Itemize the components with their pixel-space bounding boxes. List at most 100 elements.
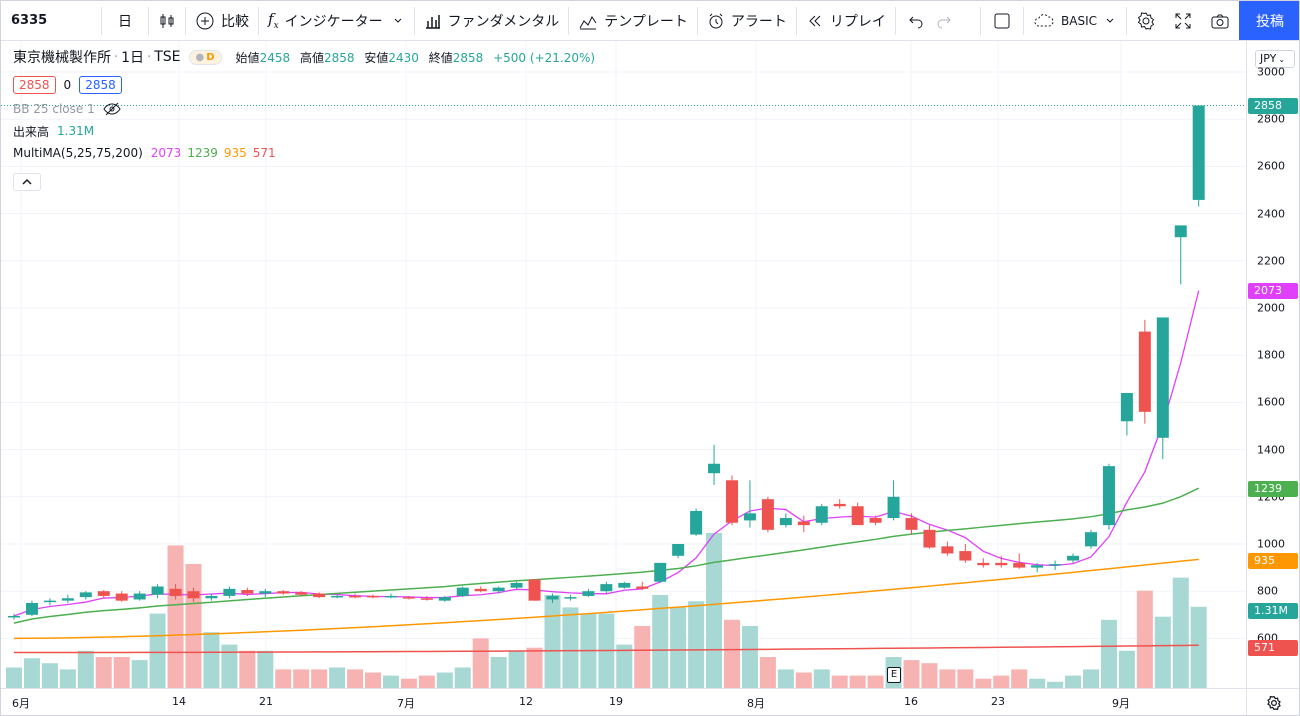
- volume-bar: [1100, 619, 1117, 688]
- volume-bar: [831, 675, 848, 688]
- volume-bar: [167, 545, 184, 688]
- candle-body: [25, 603, 38, 615]
- ma25-tag: 1239: [1248, 481, 1298, 497]
- earnings-marker[interactable]: E: [887, 667, 901, 683]
- interval-button[interactable]: 日: [102, 1, 148, 41]
- ma75-line: [13, 558, 1199, 640]
- volume-bar: [993, 675, 1010, 688]
- ma25-line: [13, 487, 1200, 624]
- ma200-tag: 571: [1248, 640, 1298, 656]
- multima-indicator-label[interactable]: MultiMA(5,25,75,200): [13, 146, 143, 160]
- chart-type-button[interactable]: [149, 1, 185, 41]
- fullscreen-button[interactable]: [1165, 1, 1201, 41]
- candle-body: [923, 529, 936, 548]
- candle-body: [1067, 555, 1080, 561]
- volume-bar: [257, 650, 274, 688]
- candle-body: [815, 506, 828, 523]
- candle-body: [1156, 317, 1169, 438]
- candle-body: [97, 591, 110, 596]
- candle-body: [384, 595, 397, 598]
- fx-icon: fx: [268, 10, 279, 31]
- post-label: 投稿: [1256, 13, 1284, 30]
- redo-button[interactable]: [930, 1, 958, 41]
- candle-body: [851, 506, 864, 526]
- post-button[interactable]: 投稿: [1239, 1, 1299, 40]
- compare-button[interactable]: 比較: [186, 1, 258, 41]
- templates-label: テンプレート: [604, 13, 688, 30]
- compare-label: 比較: [221, 13, 249, 30]
- ma200-line: [13, 644, 1199, 654]
- candle-body: [313, 593, 326, 598]
- volume-bar: [203, 632, 220, 688]
- bar-chart-icon: [425, 14, 440, 29]
- price-tick-label: 2000: [1257, 301, 1285, 315]
- volume-bar: [1083, 669, 1099, 688]
- delayed-badge[interactable]: ● D: [188, 49, 222, 65]
- candle-body: [654, 562, 667, 582]
- volume-bar: [616, 644, 633, 688]
- spread-value: 0: [63, 78, 72, 92]
- volume-bar: [1118, 650, 1135, 688]
- legend-interval: 1日: [121, 50, 145, 66]
- volume-bar: [1047, 681, 1064, 688]
- alert-button[interactable]: アラート: [698, 1, 796, 41]
- price-axis[interactable]: JPY ⌄ 3000 2800 2600 2400 2200 2000 1800 1600 140…: [1246, 41, 1299, 688]
- volume-bar: [795, 672, 812, 688]
- templates-button[interactable]: テンプレート: [569, 1, 697, 41]
- price-tick-label: 1400: [1257, 443, 1285, 457]
- layout-select-button[interactable]: [981, 1, 1023, 41]
- indicators-button[interactable]: fx インジケーター: [259, 1, 414, 41]
- time-axis[interactable]: 6月 14 21 7月 12 19 8月 16 23 9月: [1, 688, 1246, 715]
- candle-body: [528, 579, 541, 601]
- fundamentals-button[interactable]: ファンダメンタル: [415, 1, 569, 41]
- bb-indicator-label[interactable]: BB 25 close 1: [13, 102, 95, 116]
- cloud-layout-button[interactable]: BASIC: [1024, 1, 1126, 41]
- price-chart[interactable]: [1, 41, 1246, 688]
- volume-bar: [131, 660, 148, 688]
- volume-bar: [508, 650, 525, 688]
- replay-button[interactable]: リプレイ: [797, 1, 895, 41]
- currency-select[interactable]: JPY ⌄: [1255, 50, 1295, 68]
- candle-body: [761, 499, 774, 530]
- volume-bar: [113, 657, 130, 688]
- settings-button[interactable]: [1127, 1, 1165, 41]
- time-tick-label: 21: [259, 695, 273, 708]
- ask-price[interactable]: 2858: [79, 76, 122, 94]
- volume-bar: [670, 607, 687, 688]
- time-tick-label: 6月: [12, 697, 30, 710]
- candle-body: [564, 597, 577, 599]
- price-tick-label: 1800: [1257, 348, 1285, 362]
- rewind-icon: [809, 15, 821, 26]
- volume-bar: [813, 669, 830, 688]
- volume-bar: [562, 607, 579, 688]
- volume-bar: [6, 667, 22, 688]
- volume-tag: 1.31M: [1248, 603, 1298, 619]
- undo-button[interactable]: [896, 1, 930, 41]
- template-icon: [579, 15, 597, 29]
- volume-bar: [95, 657, 112, 688]
- volume-bar: [275, 669, 292, 688]
- collapse-legend-button[interactable]: [13, 173, 41, 191]
- candle-body: [241, 590, 254, 594]
- volume-bar: [544, 595, 561, 688]
- symbol-search[interactable]: 6335: [1, 1, 101, 41]
- ma75-value: 935: [223, 146, 247, 160]
- chart-settings-button[interactable]: [1246, 688, 1299, 715]
- candle-body: [743, 513, 756, 521]
- ma25-value: 1239: [187, 146, 218, 160]
- volume-bar: [382, 675, 399, 688]
- eye-hidden-icon[interactable]: [103, 102, 121, 116]
- replay-label: リプレイ: [829, 13, 886, 30]
- volume-indicator-label[interactable]: 出来高: [13, 124, 50, 139]
- snapshot-button[interactable]: [1201, 1, 1239, 41]
- square-icon: [994, 13, 1010, 28]
- volume-bar: [490, 657, 507, 688]
- volume-bar: [329, 667, 346, 688]
- last-price-tag: 2858: [1248, 98, 1298, 114]
- chevron-down-icon: [1106, 18, 1114, 23]
- volume-bar: [975, 678, 992, 688]
- volume-bar: [472, 638, 489, 688]
- candle-body: [779, 518, 792, 526]
- bid-price[interactable]: 2858: [13, 76, 56, 94]
